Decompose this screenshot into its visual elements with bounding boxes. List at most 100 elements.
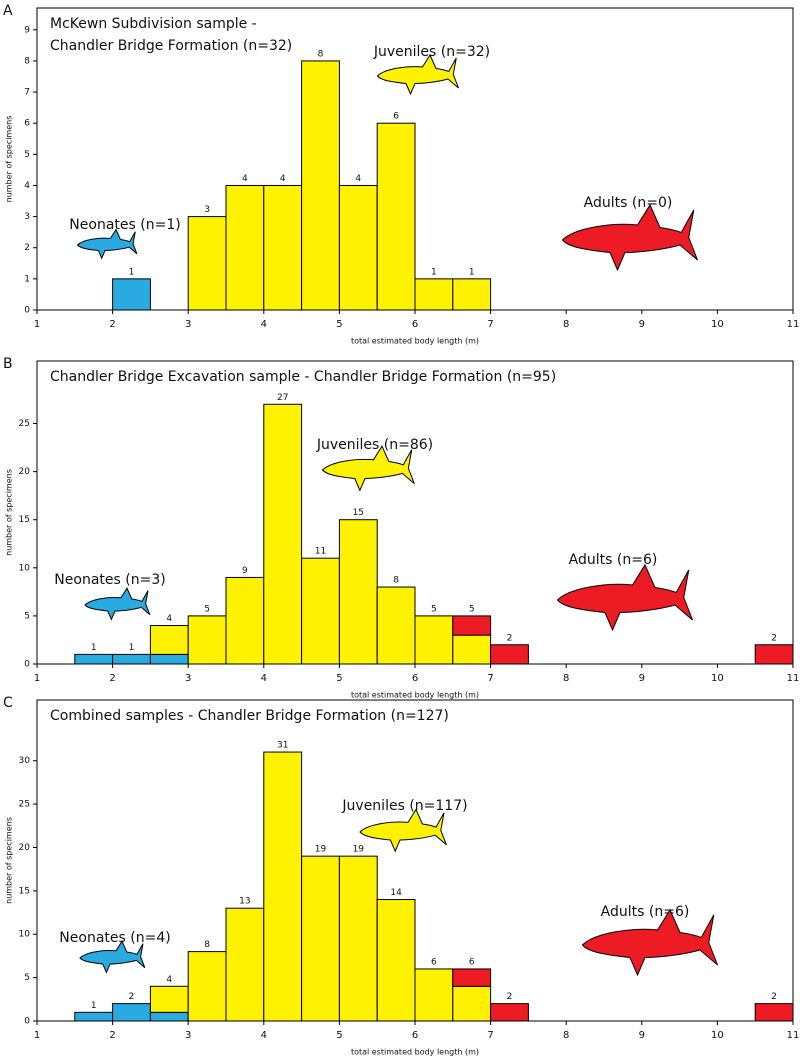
- legend-label: Adults (n=0): [584, 195, 673, 211]
- bar-label: 3: [204, 205, 210, 215]
- bar-segment: [338, 855, 378, 1022]
- bar-label: 6: [469, 957, 475, 967]
- x-tick-label: 8: [563, 1030, 569, 1041]
- panel-label: B: [3, 356, 13, 372]
- y-tick-label: 15: [19, 886, 30, 896]
- bar-label: 6: [393, 112, 399, 122]
- y-tick-label: 0: [24, 1017, 30, 1027]
- bar-segment: [263, 403, 303, 665]
- y-axis-label: number of specimens: [5, 116, 14, 203]
- x-axis-label: total estimated body length (m): [351, 1048, 479, 1057]
- y-tick-label: 25: [19, 419, 30, 429]
- y-tick-label: 8: [24, 56, 30, 66]
- bar-label: 4: [355, 174, 361, 184]
- shark-icon: [76, 228, 138, 260]
- y-tick-label: 1: [24, 274, 30, 284]
- bar-segment: [376, 122, 416, 311]
- bar-segment: [414, 278, 454, 311]
- y-tick-label: 0: [24, 306, 30, 316]
- x-tick-label: 7: [487, 1030, 493, 1041]
- bar-label: 9: [242, 566, 248, 576]
- bar-segment: [376, 586, 416, 665]
- bar-label: 4: [280, 174, 286, 184]
- bar-label: 31: [277, 741, 288, 751]
- bar-segment: [187, 951, 227, 1022]
- bar-label: 4: [166, 614, 172, 624]
- x-tick-label: 1: [34, 673, 40, 684]
- bar-label: 1: [91, 1001, 97, 1011]
- bar-label: 1: [431, 267, 437, 277]
- bar-label: 2: [129, 992, 135, 1002]
- bar-segment: [263, 184, 303, 311]
- bar-segment: [149, 985, 189, 1013]
- x-tick-label: 2: [109, 319, 115, 330]
- legend-label: Neonates (n=4): [59, 930, 170, 946]
- bar-label: 4: [242, 174, 248, 184]
- y-tick-label: 0: [24, 660, 30, 670]
- bar-segment: [74, 653, 114, 665]
- y-axis-label: number of specimens: [5, 469, 14, 556]
- legend-label: Juveniles (n=32): [373, 44, 490, 60]
- bar-segment: [112, 653, 151, 665]
- bar-label: 2: [507, 992, 513, 1002]
- x-tick-label: 6: [412, 319, 418, 330]
- x-tick-label: 11: [787, 673, 800, 684]
- bar-segment: [452, 615, 492, 636]
- bar-segment: [263, 751, 303, 1022]
- bar-label: 5: [431, 604, 437, 614]
- bar-segment: [452, 968, 492, 987]
- bar-segment: [149, 1011, 189, 1022]
- bar-segment: [149, 653, 189, 665]
- chart-title: Chandler Bridge Excavation sample - Chan…: [50, 369, 556, 385]
- bar-segment: [414, 968, 454, 1022]
- bar-label: 1: [91, 643, 97, 653]
- bar-label: 8: [204, 940, 210, 950]
- x-tick-label: 1: [34, 319, 40, 330]
- x-tick-label: 9: [639, 1030, 645, 1041]
- bar-segment: [301, 557, 340, 665]
- bar-segment: [301, 60, 340, 311]
- bar-label: 5: [204, 604, 210, 614]
- y-tick-label: 20: [19, 467, 31, 477]
- y-tick-label: 25: [19, 800, 30, 810]
- bar-label: 27: [277, 393, 288, 403]
- y-axis-label: number of specimens: [5, 817, 14, 904]
- x-tick-label: 7: [487, 673, 493, 684]
- x-tick-label: 3: [185, 1030, 191, 1041]
- y-tick-label: 5: [24, 973, 30, 983]
- y-tick-label: 10: [19, 930, 31, 940]
- x-axis-label: total estimated body length (m): [351, 337, 479, 346]
- x-tick-label: 11: [787, 319, 800, 330]
- bar-segment: [452, 985, 492, 1022]
- x-tick-label: 5: [336, 1030, 342, 1041]
- bar-segment: [338, 184, 378, 311]
- shark-icon: [581, 908, 718, 977]
- x-tick-label: 9: [639, 673, 645, 684]
- x-tick-label: 7: [487, 319, 493, 330]
- chart-title: Chandler Bridge Formation (n=32): [50, 38, 292, 54]
- bar-label: 2: [771, 633, 777, 643]
- panel-label: C: [3, 695, 13, 711]
- bar-label: 8: [318, 49, 324, 59]
- legend-label: Adults (n=6): [601, 904, 690, 920]
- x-tick-label: 11: [787, 1030, 800, 1041]
- x-tick-label: 2: [109, 1030, 115, 1041]
- x-tick-label: 5: [336, 319, 342, 330]
- bar-segment: [754, 644, 794, 665]
- legend-label: Juveniles (n=117): [341, 798, 467, 814]
- shark-icon: [556, 563, 693, 632]
- legend-label: Juveniles (n=86): [316, 437, 433, 453]
- x-tick-label: 10: [711, 319, 724, 330]
- bar-label: 6: [431, 957, 437, 967]
- legend-label: Neonates (n=3): [54, 572, 165, 588]
- bar-segment: [225, 907, 265, 1022]
- bar-segment: [414, 615, 454, 665]
- bar-segment: [225, 184, 265, 311]
- bar-label: 13: [239, 897, 250, 907]
- shark-icon: [84, 587, 151, 621]
- shark-icon: [321, 445, 415, 492]
- x-tick-label: 9: [639, 319, 645, 330]
- bar-segment: [490, 644, 529, 665]
- x-tick-label: 6: [412, 1030, 418, 1041]
- y-tick-label: 3: [24, 212, 30, 222]
